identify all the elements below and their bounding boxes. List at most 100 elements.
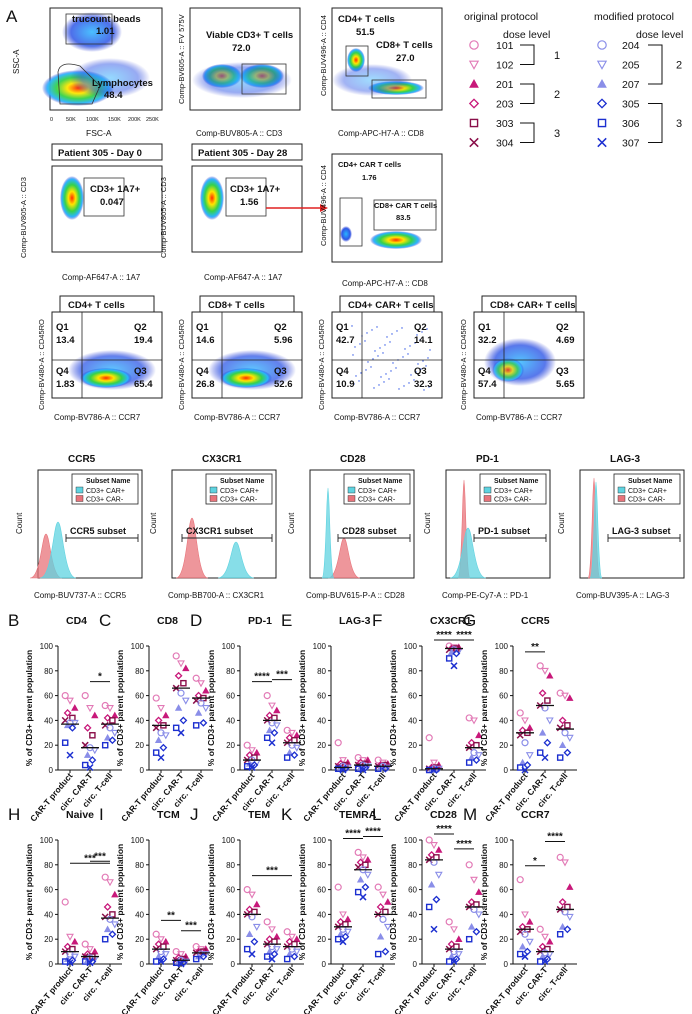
- legend-swatch: [347, 495, 356, 502]
- data-point: [263, 734, 271, 742]
- data-point: [250, 937, 259, 946]
- data-point: [194, 709, 203, 716]
- y-tick-label: 40: [317, 910, 326, 919]
- quadrant-plot: CD8+ CAR+ T cells Q1 32.2 Q2 4.69 Q4 57.4 Q3 5.6…: [459, 295, 585, 422]
- legend-marker-201: [469, 78, 479, 88]
- dose-number: 2: [676, 60, 682, 72]
- histogram-legend-item: CD3+ CAR-: [86, 497, 124, 504]
- data-point: [383, 764, 392, 772]
- legend-patient-id: 305: [622, 99, 640, 111]
- event-dot: [380, 376, 382, 378]
- data-point: [425, 766, 433, 774]
- data-point: [381, 947, 390, 956]
- axis-label-y: % of CD3+ parent population: [388, 844, 398, 960]
- y-tick-label: 0: [504, 960, 509, 969]
- gate-label: CD8+ T cells: [376, 40, 433, 51]
- data-point: [465, 759, 473, 766]
- axis-label-x: Comp-BV786-A :: CCR7: [334, 413, 421, 422]
- axis-label-x: Comp-BUV805-A :: CD3: [196, 129, 283, 138]
- data-point: [157, 936, 165, 944]
- y-tick-label: 60: [44, 886, 53, 895]
- data-point: [192, 955, 200, 963]
- data-point: [199, 952, 208, 961]
- histogram-legend-item: CD3+ CAR-: [358, 497, 396, 504]
- y-tick-label: 0: [413, 960, 418, 969]
- data-point: [68, 723, 77, 732]
- data-point: [248, 891, 256, 899]
- axis-label-x: Comp-BV786-A :: CCR7: [476, 413, 563, 422]
- legend-patient-id: 307: [622, 138, 640, 150]
- axis-label-y: % of CD3+ parent population: [479, 844, 489, 960]
- gate-value: 48.4: [104, 90, 123, 101]
- significance-label: ****: [436, 824, 452, 835]
- subset-label: LAG-3 subset: [612, 526, 671, 536]
- y-tick-label: 60: [317, 886, 326, 895]
- quadrant-value: 1.83: [56, 379, 75, 390]
- histogram-legend-item: CD3+ CAR+: [86, 488, 125, 495]
- data-point: [445, 958, 453, 965]
- legend-marker-204: [597, 40, 607, 50]
- quadrant-plots-row: CD4+ T cells Q1 13.4 Q2 19.4 Q4 1.83 Q3 65.4 Comp…: [37, 295, 585, 422]
- data-point: [292, 744, 301, 752]
- axis-label-x: Comp-BB700-A :: CX3CR1: [168, 591, 265, 600]
- data-point: [197, 699, 205, 707]
- quadrant-value: 14.6: [196, 335, 215, 346]
- histogram-legend-header: Subset Name: [358, 478, 402, 485]
- panel-letter: J: [190, 805, 199, 824]
- y-tick-label: 20: [135, 935, 144, 944]
- histogram-car-positive: [217, 541, 255, 579]
- data-point: [541, 754, 549, 762]
- quadrant-label: Q2: [556, 322, 569, 333]
- quadrant-label: Q2: [414, 322, 427, 333]
- data-point: [558, 716, 567, 725]
- data-point: [379, 891, 387, 899]
- y-tick-label: 100: [404, 836, 418, 845]
- event-dot: [391, 333, 393, 335]
- axis-label-y: % of CD3+ parent population: [115, 650, 125, 766]
- event-dot: [398, 388, 400, 390]
- data-point: [558, 898, 567, 906]
- panel-letter: D: [190, 611, 202, 630]
- significance-label: *: [533, 856, 537, 867]
- histogram-panel: CX3CR1 Subset Name CD3+ CAR+ CD3+ CAR- CX3CR…: [149, 454, 277, 600]
- dot-plot-j: J TEM 0 20 40 60 80 100 % of CD3+ parent populat…: [190, 805, 304, 1014]
- axis-label-y: Comp-BUV805-A :: CD3: [19, 177, 28, 258]
- gate-label: Lymphocytes: [92, 78, 153, 89]
- significance-label: ****: [365, 826, 381, 837]
- data-point: [343, 928, 352, 936]
- event-dot: [352, 354, 354, 356]
- data-point: [361, 763, 370, 772]
- histogram-car-positive: [449, 527, 487, 579]
- y-tick-label: 80: [226, 861, 235, 870]
- data-point: [435, 846, 443, 853]
- dose-bracket: [648, 44, 663, 85]
- data-point: [272, 946, 281, 954]
- data-point: [556, 754, 564, 761]
- data-point: [359, 893, 367, 901]
- significance-label: **: [167, 910, 175, 921]
- y-tick-label: 60: [44, 692, 53, 701]
- y-tick-label: 100: [131, 642, 145, 651]
- histogram-title: CD28: [340, 454, 366, 465]
- legend-marker-303: [469, 118, 479, 128]
- histogram-panel: LAG-3 Subset Name CD3+ CAR+ CD3+ CAR- LAG-3 …: [557, 454, 685, 600]
- data-point: [152, 958, 160, 965]
- legend-marker-305: [596, 98, 608, 109]
- data-point: [268, 926, 276, 934]
- legend-dose-label: dose level: [636, 29, 683, 41]
- quadrant-label: Q3: [134, 366, 147, 377]
- panel-letter: L: [372, 805, 381, 824]
- significance-label: ***: [94, 851, 106, 862]
- data-point: [521, 739, 529, 747]
- quadrant-value: 52.6: [274, 379, 293, 390]
- data-point: [541, 957, 549, 966]
- panel-letter: M: [463, 805, 477, 824]
- y-tick-label: 80: [135, 861, 144, 870]
- data-point: [273, 932, 281, 940]
- data-point: [354, 848, 362, 857]
- chart-title: TEM: [248, 809, 270, 821]
- data-point: [344, 915, 352, 923]
- data-point: [90, 747, 99, 755]
- y-tick-label: 80: [135, 667, 144, 676]
- data-point: [70, 953, 79, 961]
